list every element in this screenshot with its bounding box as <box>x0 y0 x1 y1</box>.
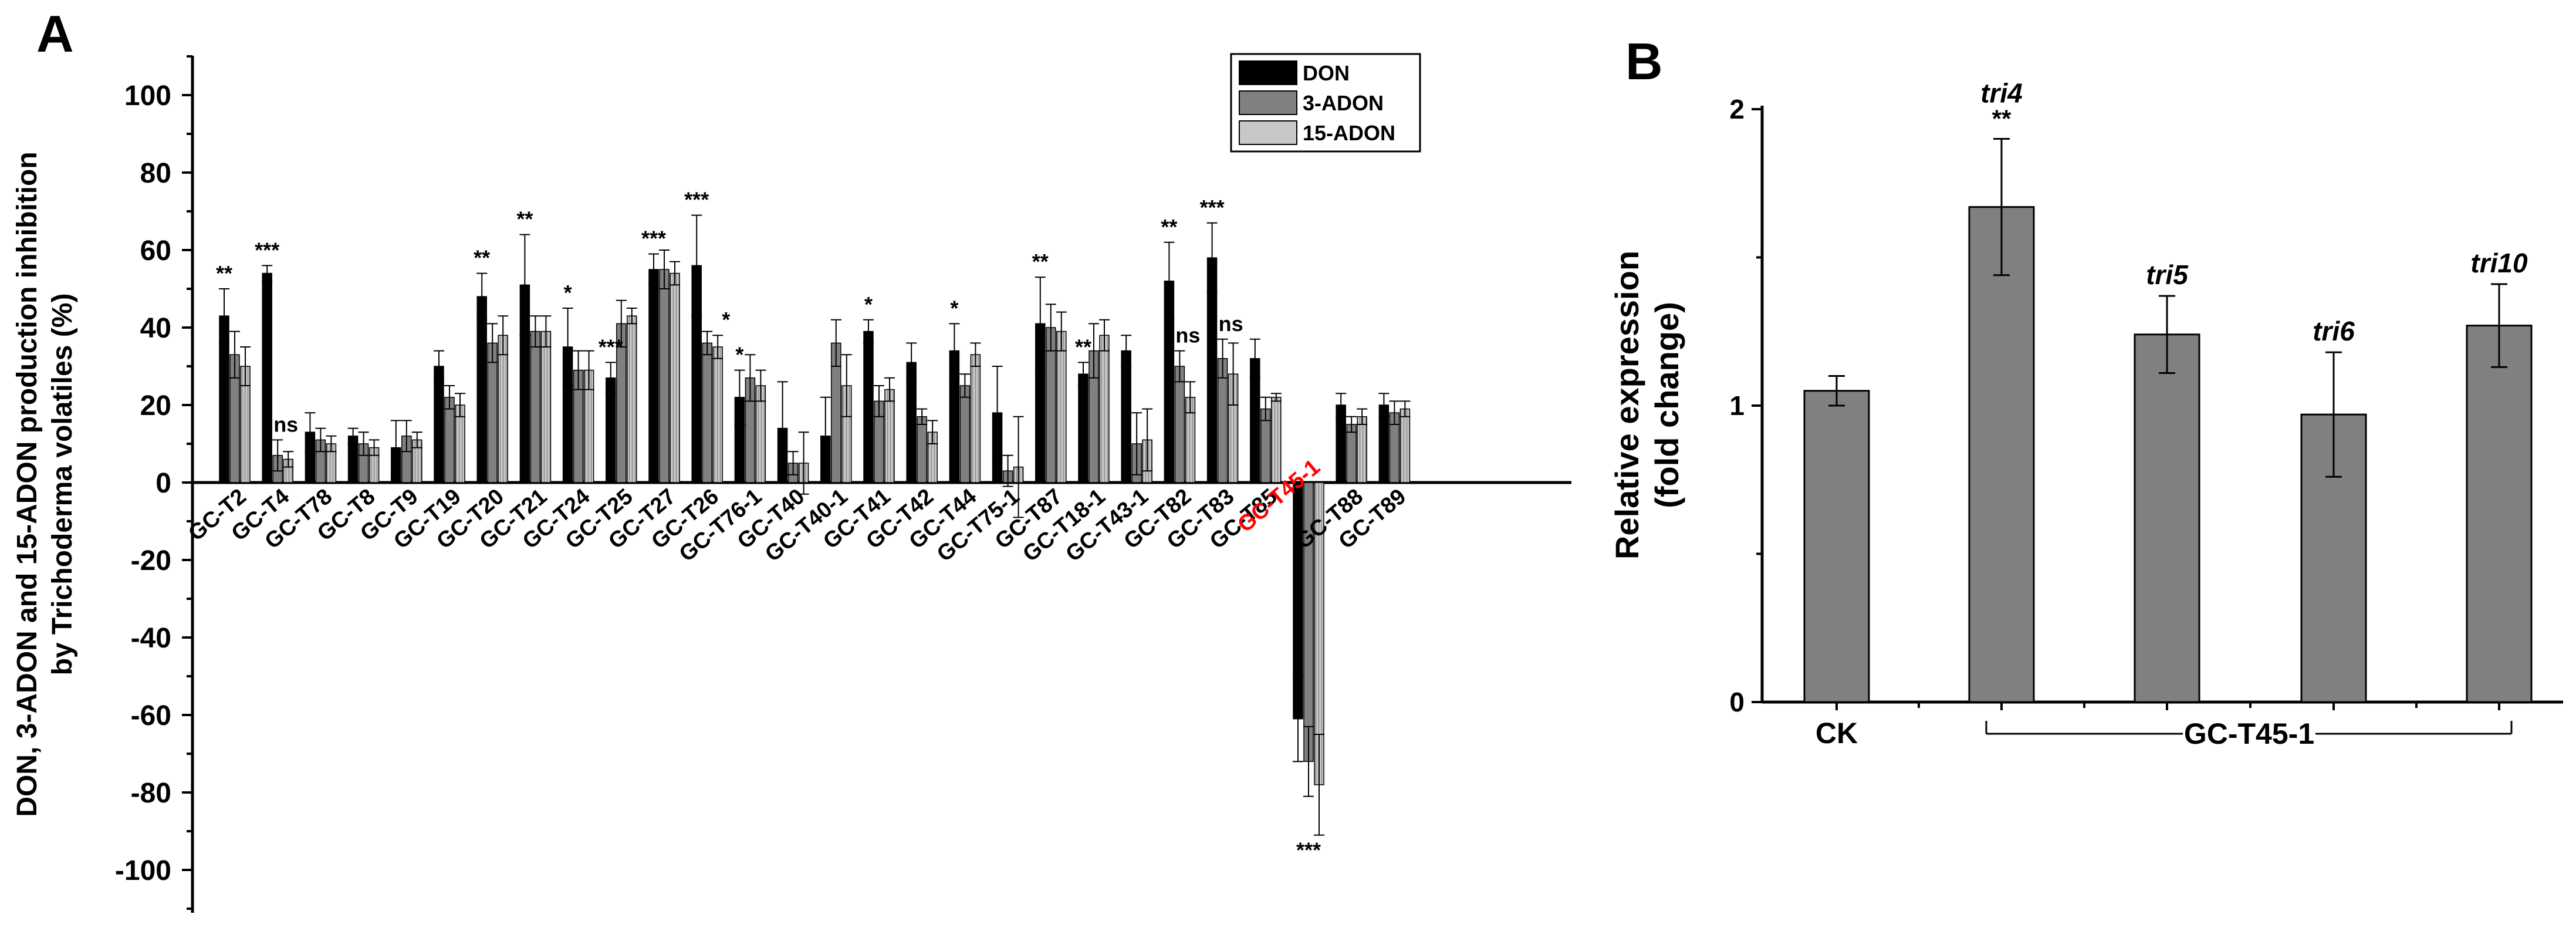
significance-tri4: ** <box>1992 105 2012 133</box>
legend-swatch-15adon <box>1239 120 1297 145</box>
panel-a-y-tick-label: -20 <box>131 545 171 576</box>
significance-gc-t21: ** <box>516 207 533 231</box>
significance-gc-t20: ** <box>474 246 490 270</box>
legend-swatch-3adon <box>1239 90 1297 115</box>
panel-b-labels: **tri4 tri5 tri6 tri10 CK GC-T45-1 <box>1816 78 2528 751</box>
annotation-gc-t83-3-adon: ns <box>1219 312 1243 336</box>
bar-gc-t87-15adon <box>1056 330 1067 483</box>
bar-gc-t4-don <box>262 272 272 483</box>
panel-a-legend: DON 3-ADON 15-ADON <box>1230 53 1421 153</box>
significance-gc-t27: *** <box>641 227 666 251</box>
panel-a-y-tick-label: -80 <box>131 778 171 809</box>
bar-gc-t88-3adon <box>1346 424 1357 483</box>
panel-a-y-tick-label: 20 <box>140 390 171 421</box>
bar-gc-t18-1-15adon <box>1099 335 1110 483</box>
panel-a-significance-labels: ***** **************** *************ns*ns n… <box>216 188 1321 862</box>
legend-label-3adon: 3-ADON <box>1303 91 1384 115</box>
bar-gc-t20-15adon <box>498 335 508 483</box>
bar-label-tri5: tri5 <box>2146 259 2189 290</box>
annotation-gc-t26-15-adon: * <box>722 308 730 332</box>
bar-gc-t27-15adon <box>670 272 680 483</box>
panel-a-ylabel-line-1: DON, 3-ADON and 15-ADON production inhib… <box>12 151 43 817</box>
bar-label-tri6: tri6 <box>2313 316 2355 346</box>
bar-ck <box>1803 390 1870 703</box>
annotation-gc-t82-3-adon: ns <box>1175 323 1200 348</box>
panel-a-axes: -100 -80 -60 -40 -20 0 20 40 60 80 100 <box>115 55 1571 913</box>
significance-gc-t2: ** <box>216 261 232 285</box>
significance-gc-t25: *** <box>599 335 623 359</box>
bar-gc-t43-1-don <box>1121 350 1131 483</box>
panel-b-x-label-ck: CK <box>1816 717 1858 750</box>
significance-gc-t18-1: ** <box>1075 335 1091 359</box>
panel-a-y-tick-label: 40 <box>140 313 171 344</box>
legend-label-don: DON <box>1303 61 1350 85</box>
panel-a-bars <box>219 257 1411 785</box>
bar-gc-t44-15adon <box>970 354 981 483</box>
significance-gc-t83: *** <box>1200 195 1225 220</box>
legend-label-15adon: 15-ADON <box>1303 121 1395 145</box>
panel-a-y-tick-label: -100 <box>115 855 171 886</box>
significance-gc-t45-1: *** <box>1296 838 1321 862</box>
panel-b-y-tick-label: 0 <box>1729 687 1745 717</box>
bar-gc-t20-don <box>476 296 487 483</box>
panel-a-y-tick-label: -40 <box>131 623 171 654</box>
panel-b-y-tick-label: 2 <box>1729 94 1745 124</box>
panel-b-y-tick-label: 1 <box>1729 390 1745 421</box>
panel-b-bars <box>1803 206 2533 703</box>
panel-a-y-tick-label: 0 <box>155 468 171 499</box>
panel-b-group-label: GC-T45-1 <box>2184 717 2314 750</box>
bar-gc-t27-don <box>648 269 659 483</box>
bar-gc-t88-15adon <box>1357 416 1367 483</box>
bar-gc-t41-15adon <box>884 389 895 483</box>
bar-tri4 <box>1968 206 2035 703</box>
bar-gc-t21-15adon <box>540 330 552 483</box>
panel-b-ylabel-line-1: Relative expression <box>1608 251 1645 559</box>
bar-gc-t25-15adon <box>627 315 637 483</box>
panel-b-label: B <box>1625 32 1663 90</box>
significance-gc-t4: *** <box>255 238 279 262</box>
bar-gc-t41-don <box>863 330 874 483</box>
bar-tri5 <box>2134 333 2200 703</box>
significance-gc-t26: *** <box>684 188 709 212</box>
annotation-gc-t4-3-adon: ns <box>273 412 298 436</box>
panel-a-y-tick-label: 80 <box>140 158 171 189</box>
bar-gc-t26-15adon <box>712 346 723 483</box>
bar-gc-t44-3adon <box>959 385 971 483</box>
panel-a-error-bars <box>219 214 1411 836</box>
bar-gc-t82-3adon <box>1174 366 1185 483</box>
bar-gc-t89-15adon <box>1399 408 1411 483</box>
bar-label-tri10: tri10 <box>2470 248 2528 278</box>
bar-gc-t26-3adon <box>702 342 712 483</box>
significance-gc-t76-1: * <box>735 343 743 367</box>
bar-gc-t21-3adon <box>530 330 541 483</box>
panel-a-y-tick-label: 100 <box>124 80 171 112</box>
bar-label-tri4: tri4 <box>1980 78 2023 109</box>
bar-gc-t18-1-don <box>1078 373 1088 483</box>
panel-b-ylabel-line-2: (fold change) <box>1648 302 1685 508</box>
panel-a-y-tick-label: -60 <box>131 700 171 731</box>
panel-a: A DON, 3-ADON and 15-ADON production inh… <box>12 5 1571 913</box>
panel-a-ylabel-line-2: by Trichoderma volatiles (%) <box>47 294 78 676</box>
bar-gc-t20-3adon <box>487 342 498 483</box>
panel-b-error-bars <box>1828 138 2507 478</box>
legend-swatch-don <box>1239 60 1297 85</box>
significance-gc-t87: ** <box>1032 249 1049 274</box>
panel-b: B Relative expression (fold change) 012 … <box>1608 32 2563 750</box>
significance-gc-t24: * <box>564 281 572 305</box>
significance-gc-t82: ** <box>1161 215 1177 239</box>
bar-gc-t19-3adon <box>444 397 455 483</box>
bar-gc-t19-don <box>434 366 444 483</box>
significance-gc-t41: * <box>864 292 873 316</box>
bar-gc-t27-3adon <box>659 269 670 483</box>
panel-a-label: A <box>36 5 74 63</box>
bar-gc-t42-3adon <box>917 416 927 483</box>
significance-gc-t44: * <box>950 296 958 320</box>
bar-gc-t85-15adon <box>1271 397 1282 483</box>
panel-a-y-tick-label: 60 <box>140 235 171 267</box>
bar-tri10 <box>2466 325 2533 703</box>
